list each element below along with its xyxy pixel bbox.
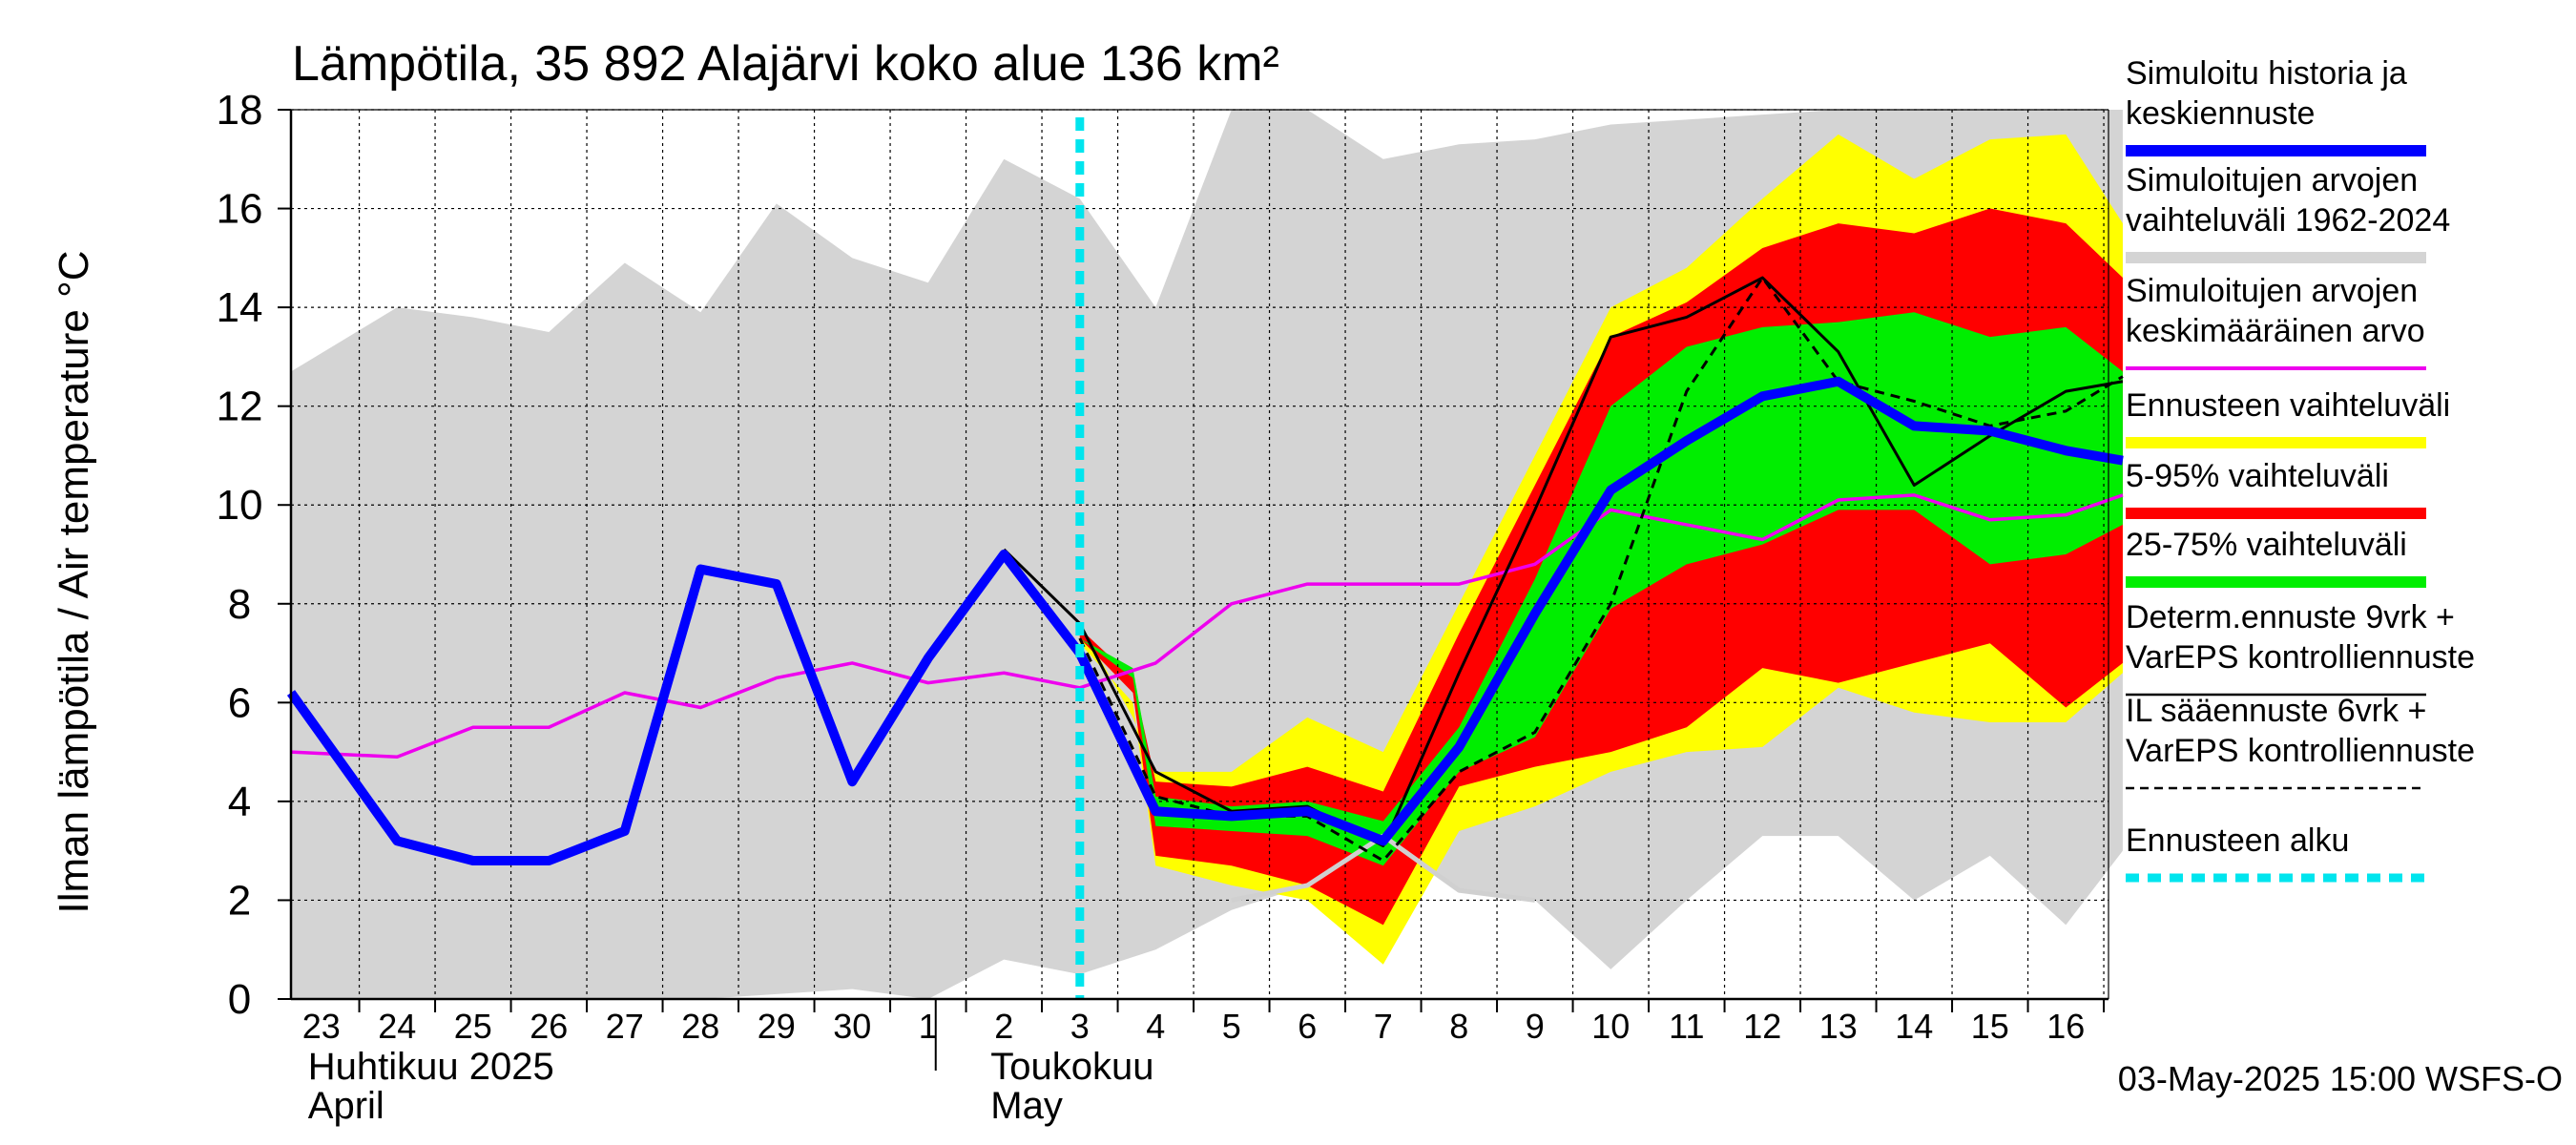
y-axis-label: Ilman lämpötila / Air temperature °C [51,251,97,914]
y-tick-label: 10 [217,482,263,529]
legend-label: vaihteluväli 1962-2024 [2126,202,2450,239]
month-label-en: May [990,1085,1063,1127]
plot-bands [291,110,2123,999]
y-tick-label: 6 [228,679,251,726]
x-tick-label: 9 [1526,1007,1545,1046]
x-tick-label: 25 [454,1007,492,1046]
legend-label: keskiennuste [2126,95,2315,132]
p25-75-band [1079,312,2123,866]
x-tick-label: 13 [1819,1007,1858,1046]
x-tick-label: 8 [1449,1007,1468,1046]
timestamp: 03-May-2025 15:00 WSFS-O [2118,1059,2563,1098]
x-tick-label: 26 [530,1007,568,1046]
legend-label: IL sääennuste 6vrk + [2126,693,2426,729]
y-tick-labels: 0 2 4 6 8 10 12 14 16 18 [217,87,291,1023]
x-tick-label: 29 [758,1007,796,1046]
y-tick-label: 8 [228,581,251,628]
x-tick-label: 1 [919,1007,938,1046]
chart-title: Lämpötila, 35 892 Alajärvi koko alue 136… [292,36,1279,92]
x-tick-label: 2 [994,1007,1013,1046]
y-tick-label: 12 [217,384,263,430]
y-tick-label: 0 [228,976,251,1023]
determ-forecast-line [1003,276,2124,847]
x-tick-label: 12 [1743,1007,1781,1046]
legend-label: VarEPS kontrolliennuste [2126,639,2475,676]
x-tick-label: 24 [378,1007,416,1046]
legend-label: Ennusteen vaihteluväli [2126,387,2450,424]
x-tick-label: 6 [1298,1007,1317,1046]
x-tick-label: 30 [833,1007,871,1046]
legend-label: keskimääräinen arvo [2126,313,2425,349]
legend-label: 25-75% vaihteluväli [2126,527,2407,563]
x-tick-label: 23 [302,1007,341,1046]
x-tick-labels: 23 24 25 26 27 28 29 30 1 2 3 4 5 6 7 8 9 10 11 12 13 14 15 16 [302,1007,2086,1046]
x-tick-label: 4 [1146,1007,1165,1046]
x-tick-label: 11 [1669,1007,1704,1046]
legend-label: VarEPS kontrolliennuste [2126,733,2475,769]
legend-label: Ennusteen alku [2126,822,2349,859]
y-tick-label: 18 [217,87,263,134]
x-tick-label: 16 [2046,1007,2085,1046]
legend-label: Determ.ennuste 9vrk + [2126,599,2455,635]
x-tick-label: 7 [1374,1007,1393,1046]
legend-label: Simuloitujen arvojen [2126,273,2418,309]
x-tick-label: 5 [1222,1007,1241,1046]
x-tick-label: 27 [606,1007,644,1046]
y-tick-label: 2 [228,877,251,924]
month-label-fi: Toukokuu [990,1046,1153,1088]
x-tick-label: 14 [1895,1007,1933,1046]
y-tick-label: 4 [228,779,251,825]
legend-label: Simuloitu historia ja [2126,55,2407,92]
series-lines [286,276,2124,903]
x-tick-label: 15 [1971,1007,2009,1046]
mean-line [290,493,2124,760]
month-label-en: April [308,1085,384,1127]
x-tick-label: 28 [681,1007,719,1046]
simulated-history-line [286,376,2124,866]
x-tick-label: 3 [1070,1007,1090,1046]
y-tick-label: 16 [217,186,263,233]
axes [289,109,2109,1071]
x-tick-label: 10 [1591,1007,1630,1046]
y-tick-label: 14 [217,284,263,331]
month-label-fi: Huhtikuu 2025 [308,1046,554,1088]
legend-label: 5-95% vaihteluväli [2126,458,2389,494]
legend-label: Simuloitujen arvojen [2126,162,2418,198]
